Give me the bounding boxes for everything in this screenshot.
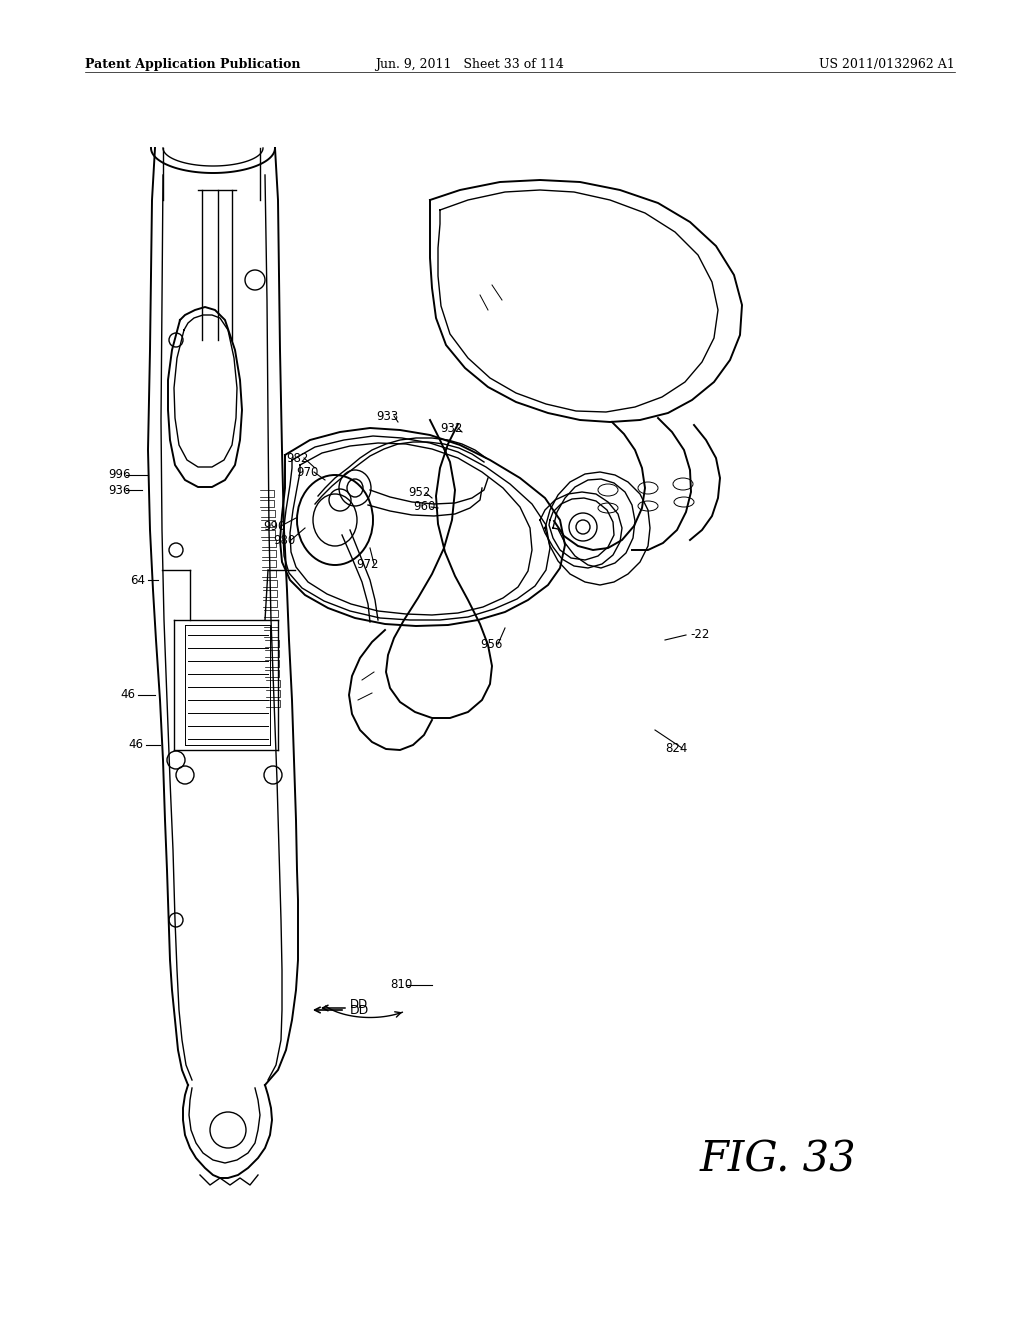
Text: 932: 932 (440, 421, 463, 434)
Text: DD: DD (350, 998, 369, 1011)
Text: 970: 970 (296, 466, 318, 479)
Text: US 2011/0132962 A1: US 2011/0132962 A1 (819, 58, 955, 71)
Text: 933: 933 (376, 409, 398, 422)
Text: 996: 996 (108, 469, 130, 482)
Text: 982: 982 (286, 451, 308, 465)
Text: 936: 936 (108, 483, 130, 496)
Text: 824: 824 (665, 742, 687, 755)
Text: 990: 990 (263, 520, 286, 532)
Text: -22: -22 (690, 628, 710, 642)
Text: 960: 960 (413, 500, 435, 513)
Text: 810: 810 (390, 978, 413, 991)
Text: 972: 972 (356, 557, 379, 570)
Text: Patent Application Publication: Patent Application Publication (85, 58, 300, 71)
Text: Jun. 9, 2011   Sheet 33 of 114: Jun. 9, 2011 Sheet 33 of 114 (376, 58, 564, 71)
Text: 956: 956 (480, 638, 503, 651)
Text: DD: DD (350, 1003, 370, 1016)
Text: 46: 46 (120, 689, 135, 701)
Text: 980: 980 (273, 533, 295, 546)
Text: FIG. 33: FIG. 33 (700, 1139, 857, 1181)
Text: 46: 46 (128, 738, 143, 751)
Text: 64: 64 (130, 573, 145, 586)
Text: 952: 952 (408, 487, 430, 499)
